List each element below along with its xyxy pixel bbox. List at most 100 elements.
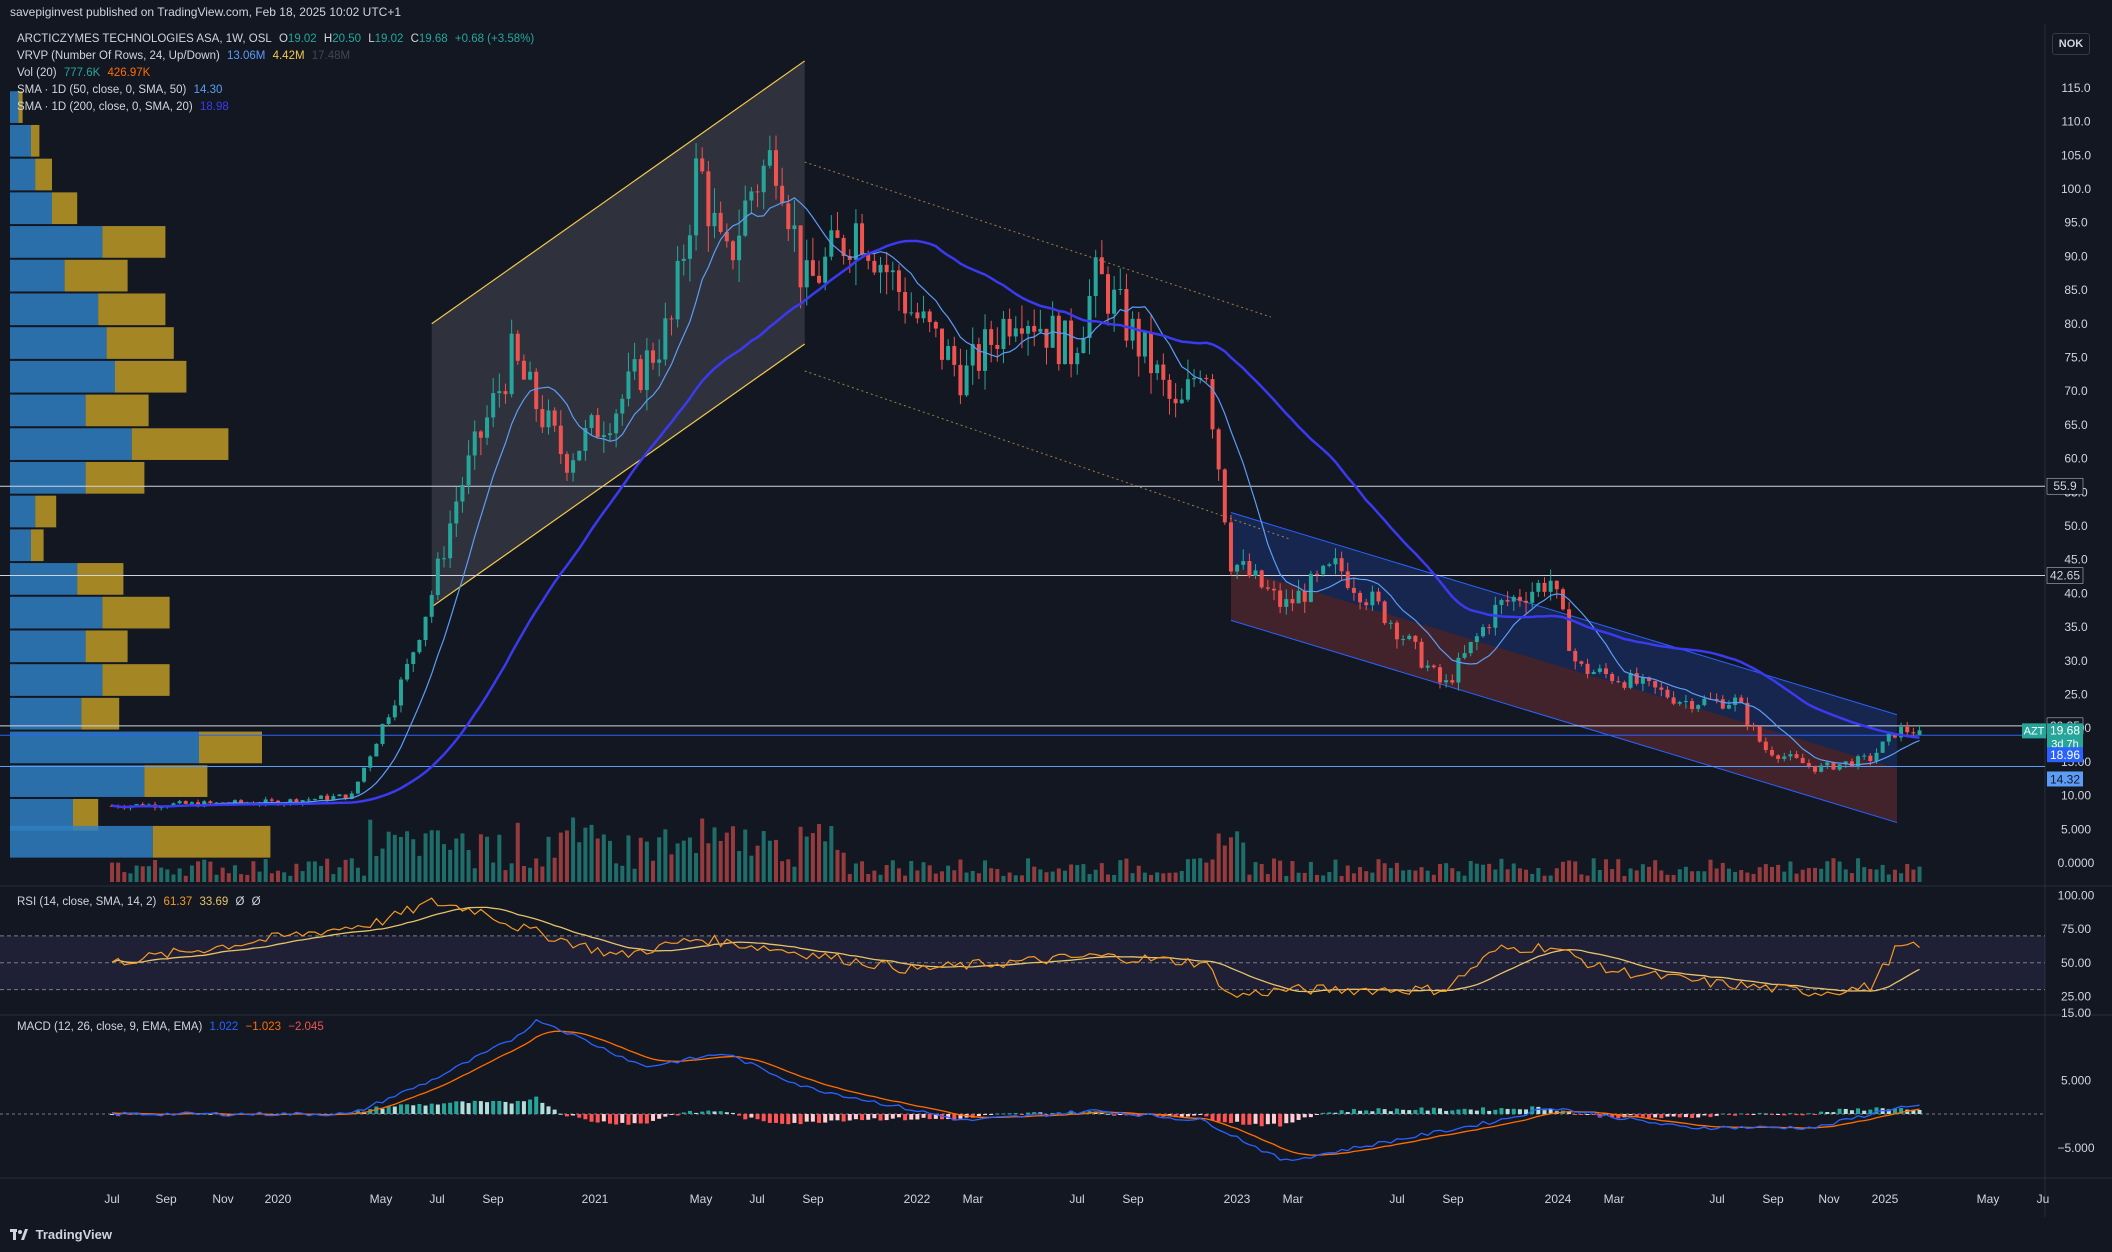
volume-bar: [1634, 870, 1639, 882]
volume-bar: [355, 867, 360, 882]
macd-histogram-bar: [1843, 1108, 1848, 1114]
channel-lower-line: [431, 343, 806, 608]
macd-histogram-bar: [1376, 1108, 1381, 1114]
vrvp-legend[interactable]: VRVP (Number Of Rows, 24, Up/Down) 13.06…: [17, 50, 354, 62]
candle-body: [884, 264, 889, 273]
sma200-legend[interactable]: SMA · 1D (200, close, 0, SMA, 20) 18.98: [17, 101, 233, 113]
symbol-legend[interactable]: ARCTICZYMES TECHNOLOGIES ASA, 1W, OSL O1…: [17, 33, 538, 45]
volume-bar: [853, 863, 858, 882]
candle-body: [786, 203, 791, 230]
vrvp-up-bar: [10, 630, 86, 663]
volume-bar: [1739, 870, 1744, 882]
vrvp-total: 17.48M: [311, 50, 351, 62]
volume-bar: [472, 868, 477, 882]
candle-body: [1075, 353, 1080, 365]
macd-histogram-bar: [773, 1114, 778, 1123]
vol-legend[interactable]: Vol (20) 777.6K 426.97K: [17, 67, 154, 79]
macd-histogram-bar: [903, 1114, 908, 1121]
volume-bar: [1554, 868, 1559, 882]
candle-body: [755, 191, 760, 193]
sma50-legend[interactable]: SMA · 1D (50, close, 0, SMA, 50) 14.30: [17, 84, 226, 96]
candle-body: [804, 260, 809, 288]
volume-bar: [558, 832, 563, 882]
macd-histogram-bar: [681, 1112, 686, 1114]
macd-histogram-bar: [1204, 1114, 1209, 1117]
candle-body: [343, 794, 348, 799]
candle-body: [1099, 257, 1104, 275]
candle-body: [921, 311, 926, 319]
macd-histogram-bar: [405, 1104, 410, 1114]
candle-body: [970, 344, 975, 366]
macd-histogram-bar: [1136, 1114, 1141, 1117]
candle-body: [1474, 636, 1479, 643]
candle-body: [423, 616, 428, 641]
macd-histogram-bar: [1370, 1111, 1375, 1114]
dotted-trendline: [804, 370, 1292, 540]
candle-body: [134, 804, 139, 806]
volume-bar: [1702, 871, 1707, 882]
macd-tick-label: 15.00: [2061, 1006, 2091, 1020]
volume-bar: [288, 875, 293, 882]
volume-bar: [786, 859, 791, 882]
vrvp-down-bar: [115, 360, 187, 393]
volume-bar: [312, 861, 317, 882]
macd-histogram-bar: [983, 1114, 988, 1115]
volume-bar: [1185, 859, 1190, 882]
volume-bar: [214, 874, 219, 882]
vrvp-down-bar: [131, 428, 229, 460]
currency-button[interactable]: NOK: [2052, 33, 2090, 55]
chart-canvas[interactable]: 115.0 110.0 105.0 100.0 95.0 90.0 85.0 80.0 75.0…: [0, 24, 2112, 1217]
vrvp-down-bar: [64, 259, 128, 292]
macd-histogram-bar: [1413, 1109, 1418, 1114]
vrvp-up-bar: [10, 664, 103, 696]
volume-bar: [1026, 858, 1031, 882]
volume-bar: [841, 852, 846, 882]
macd-histogram-bar: [1868, 1109, 1873, 1114]
macd-histogram-bar: [1019, 1114, 1024, 1115]
candle-body: [429, 594, 434, 617]
candle-body: [1874, 752, 1879, 762]
volume-bar: [1093, 869, 1098, 882]
vrvp-up-bar: [10, 394, 86, 427]
volume-bar: [398, 836, 403, 882]
volume-bar: [1899, 873, 1904, 882]
volume-bar: [423, 833, 428, 882]
candle-body: [1499, 600, 1504, 605]
volume-bar: [1007, 872, 1012, 882]
volume-bar: [933, 873, 938, 882]
candle-body: [939, 328, 944, 360]
rsi-extra-1: Ø: [235, 896, 245, 908]
volume-bar: [1437, 863, 1442, 882]
level-tag: [2046, 567, 2084, 584]
macd-histogram-bar: [528, 1099, 533, 1114]
x-axis: Jul Sep Nov 2020 May Jul Sep 2021 May Jul Sep 2022 M…: [104, 1192, 2049, 1206]
x-tick-label: Nov: [212, 1192, 233, 1206]
candle-body: [810, 260, 815, 276]
macd-legend[interactable]: MACD (12, 26, close, 9, EMA, EMA) 1.022 …: [17, 1021, 328, 1033]
sma200-tag-label: 18.96: [2050, 748, 2080, 762]
candle-body: [1776, 755, 1781, 759]
macd-histogram-bar: [497, 1100, 502, 1114]
macd-histogram-bar: [1511, 1108, 1516, 1114]
vrvp-down-bar: [52, 192, 78, 225]
candle-body: [1849, 761, 1854, 767]
high-value: H20.50: [323, 33, 361, 45]
volume-bar: [1456, 871, 1461, 882]
macd-histogram-bar: [1462, 1108, 1467, 1114]
volume-bar: [970, 870, 975, 882]
candle-body: [509, 333, 514, 395]
price-tag: [2047, 723, 2083, 750]
candle-body: [835, 230, 840, 238]
volume-bar: [1019, 875, 1024, 882]
macd-histogram-bar: [454, 1101, 459, 1114]
volume-bar: [232, 865, 237, 882]
price-pane: 115.0 110.0 105.0 100.0 95.0 90.0 85.0 80.0 75.0…: [0, 24, 2112, 1217]
macd-histogram-bar: [1308, 1114, 1313, 1118]
candle-body: [909, 312, 914, 314]
candle-body: [1296, 590, 1301, 604]
rsi-legend[interactable]: RSI (14, close, SMA, 14, 2) 61.37 33.69 …: [17, 896, 265, 908]
volume-bar: [239, 874, 244, 882]
candle-body: [411, 652, 416, 664]
volume-bar: [1099, 863, 1104, 882]
macd-histogram-bar: [1683, 1114, 1688, 1118]
